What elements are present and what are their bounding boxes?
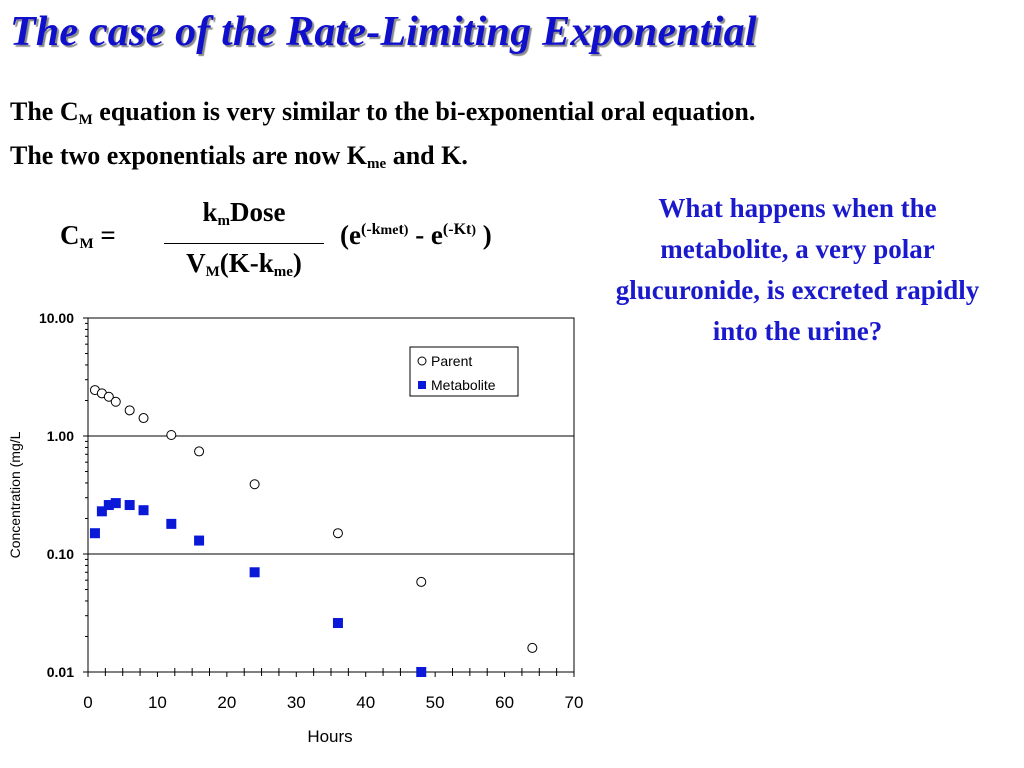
parent-point (249, 479, 260, 490)
x-tick-label: 40 (356, 693, 375, 712)
intro-line-2: The two exponentials are now Kme and K. (10, 138, 755, 182)
metabolite-point (110, 498, 121, 509)
parent-point (110, 396, 121, 407)
metabolite-point (89, 528, 100, 539)
legend-metabolite-label: Metabolite (431, 377, 496, 393)
fraction-numerator: kmDose (164, 190, 324, 243)
equation-fraction: kmDose VM(K-kme) (164, 190, 324, 291)
x-tick-label: 20 (217, 693, 236, 712)
metabolite-point (332, 618, 343, 629)
metabolite-point (124, 500, 135, 511)
parent-point (138, 413, 149, 424)
exp1-t: t (398, 221, 404, 238)
exp1-close: ) (403, 223, 409, 238)
y-tick-label: 0.01 (47, 664, 74, 680)
concentration-chart: 10.00 1.00 0.10 0.01 0 10 20 30 40 50 60 70 Hours C… (7, 310, 584, 746)
x-tick-label: 30 (287, 693, 306, 712)
numerator-subscript: m (217, 213, 231, 229)
exp2-close: ) (471, 223, 477, 238)
legend-parent-label: Parent (431, 353, 472, 369)
y-tick-label: 10.00 (39, 310, 74, 326)
x-tick-label: 0 (83, 693, 92, 712)
intro-text: The CM equation is very similar to the b… (10, 94, 755, 182)
metabolite-point (103, 500, 114, 511)
exp1-subscript: me (380, 223, 399, 238)
parent-point (166, 429, 177, 440)
metabolite-point (138, 505, 149, 516)
fraction-denominator: VM(K-kme) (164, 244, 324, 291)
x-tick-label: 60 (495, 693, 514, 712)
x-axis-label: Hours (307, 727, 352, 746)
denominator-subscript-me: me (273, 264, 293, 280)
metabolite-point (166, 518, 177, 529)
equation-rhs: (e(-kmet) - e(-Kt) ) (340, 220, 492, 251)
parent-point (416, 576, 427, 587)
axes: 10.00 1.00 0.10 0.01 0 10 20 30 40 50 60 70 (39, 310, 584, 712)
metabolite-point (416, 667, 427, 677)
legend: Parent Metabolite (409, 346, 519, 397)
parent-point (124, 405, 135, 416)
y-tick-label: 0.10 (47, 546, 74, 562)
exp1-a: (-k (360, 221, 381, 238)
legend-box (409, 346, 519, 397)
parent-point (194, 446, 205, 457)
intro-line-2-part: The two exponentials are now K (10, 141, 368, 170)
intro-line-1-subscript: M (78, 112, 93, 128)
intro-line-1-rest: equation is very similar to the bi-expon… (92, 97, 756, 126)
rhs-open: (e (340, 220, 361, 250)
cm-equation: CM = kmDose VM(K-kme) (e(-kmet) - e(-Kt)… (60, 190, 580, 290)
rhs-close: ) (476, 220, 492, 250)
intro-line-1-part: The C (10, 97, 79, 126)
y-tick-label: 1.00 (47, 428, 74, 444)
rhs-minus: - e (408, 220, 443, 250)
lhs-symbol: C (60, 220, 80, 250)
y-axis-label: Concentration (mg/L (7, 431, 23, 558)
rhs-exponent-1: (-kmet) (361, 221, 408, 238)
equals-sign: = (93, 220, 116, 250)
legend-metabolite-marker (418, 381, 426, 389)
x-tick-label: 10 (148, 693, 167, 712)
parent-point (332, 528, 343, 539)
parent-point (103, 391, 114, 402)
rhs-exponent-2: (-Kt) (443, 221, 476, 238)
fraction-bar (164, 243, 324, 244)
denominator-k-part: (K-k (219, 248, 274, 278)
lhs-subscript: M (79, 236, 94, 252)
slide-title: The case of the Rate-Limiting Exponentia… (10, 9, 757, 55)
denominator-close: ) (292, 248, 302, 278)
parent-point (527, 642, 538, 653)
numerator-k: k (202, 197, 218, 227)
numerator-dose: Dose (230, 197, 286, 227)
x-tick-label: 50 (426, 693, 445, 712)
metabolite-point (194, 535, 205, 546)
intro-line-1: The CM equation is very similar to the b… (10, 94, 755, 138)
question-text: What happens when the metabolite, a very… (615, 193, 980, 346)
x-tick-label: 70 (565, 693, 584, 712)
data-marks (89, 385, 538, 677)
intro-line-2-rest: and K. (386, 141, 468, 170)
denominator-subscript-m: M (205, 264, 220, 280)
exp2-a: (-Kt (442, 221, 472, 238)
metabolite-point (249, 567, 260, 578)
intro-line-2-subscript: me (367, 156, 387, 172)
equation-lhs: CM = (60, 220, 116, 253)
legend-parent-marker (417, 356, 427, 366)
denominator-v: V (186, 248, 206, 278)
metabolite-point (96, 506, 107, 517)
